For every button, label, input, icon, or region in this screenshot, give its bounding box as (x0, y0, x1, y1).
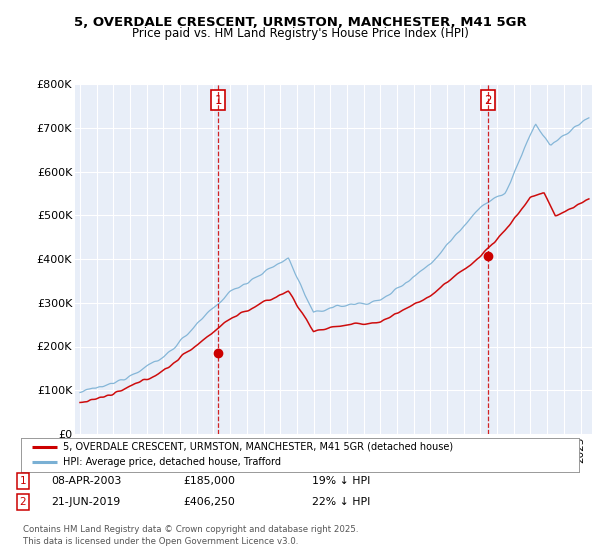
Text: Contains HM Land Registry data © Crown copyright and database right 2025.
This d: Contains HM Land Registry data © Crown c… (23, 525, 358, 545)
Text: 2: 2 (19, 497, 26, 507)
Text: 1: 1 (19, 476, 26, 486)
Text: £406,250: £406,250 (183, 497, 235, 507)
Text: Price paid vs. HM Land Registry's House Price Index (HPI): Price paid vs. HM Land Registry's House … (131, 27, 469, 40)
Text: 21-JUN-2019: 21-JUN-2019 (51, 497, 120, 507)
Text: 5, OVERDALE CRESCENT, URMSTON, MANCHESTER, M41 5GR (detached house): 5, OVERDALE CRESCENT, URMSTON, MANCHESTE… (63, 442, 453, 452)
Text: 5, OVERDALE CRESCENT, URMSTON, MANCHESTER, M41 5GR: 5, OVERDALE CRESCENT, URMSTON, MANCHESTE… (74, 16, 526, 29)
Text: 08-APR-2003: 08-APR-2003 (51, 476, 121, 486)
Text: 2: 2 (485, 94, 492, 107)
Text: 22% ↓ HPI: 22% ↓ HPI (312, 497, 370, 507)
Text: £185,000: £185,000 (183, 476, 235, 486)
Text: 19% ↓ HPI: 19% ↓ HPI (312, 476, 370, 486)
Text: 1: 1 (214, 94, 222, 107)
Text: HPI: Average price, detached house, Trafford: HPI: Average price, detached house, Traf… (63, 458, 281, 468)
